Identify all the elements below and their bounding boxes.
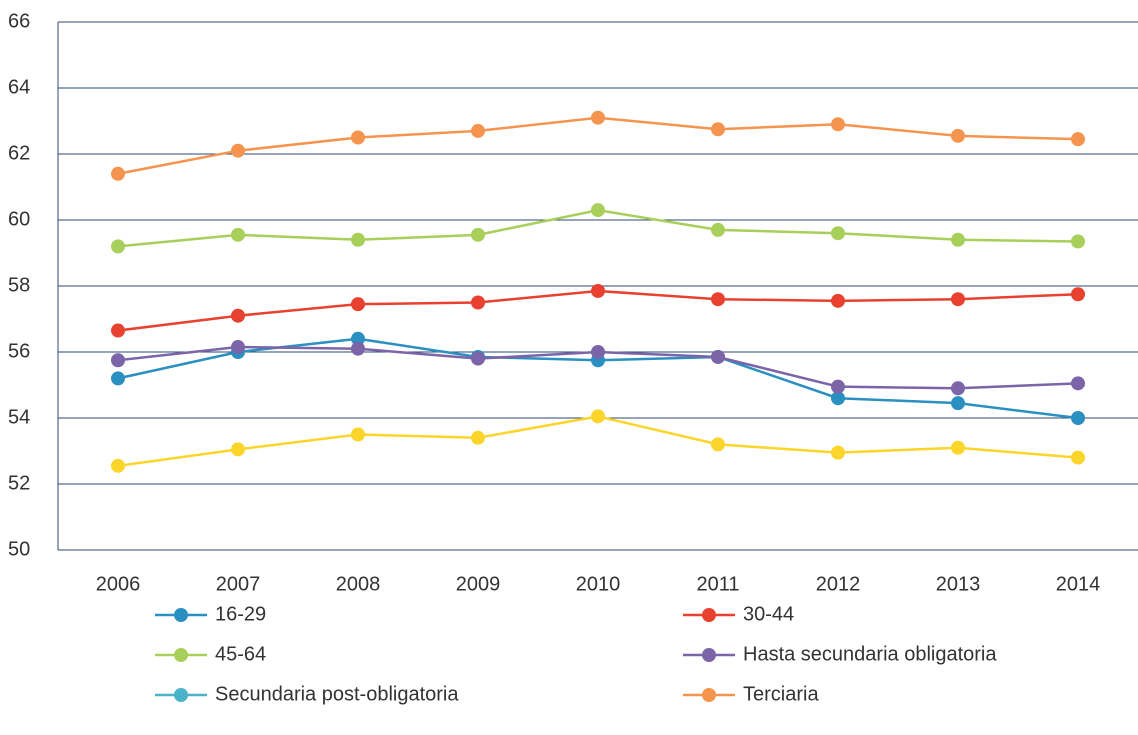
x-tick-label: 2014 xyxy=(1056,573,1101,595)
y-tick-label: 56 xyxy=(8,340,30,362)
point xyxy=(591,345,605,359)
point xyxy=(351,232,365,247)
y-tick-label: 52 xyxy=(8,472,30,494)
point xyxy=(471,430,485,445)
x-tick-label: 2010 xyxy=(576,573,621,595)
x-tick-label: 2012 xyxy=(816,573,861,595)
x-tick-label: 2009 xyxy=(456,573,501,595)
legend-marker xyxy=(174,688,188,702)
legend-marker xyxy=(702,648,716,662)
point xyxy=(711,222,725,237)
x-tick-label: 2007 xyxy=(216,573,261,595)
series-line xyxy=(117,415,1079,468)
point xyxy=(231,308,245,323)
x-tick-label: 2011 xyxy=(696,573,739,595)
point xyxy=(1071,234,1085,249)
point xyxy=(111,371,125,386)
point xyxy=(351,427,365,442)
point xyxy=(951,128,965,143)
series-line xyxy=(117,116,1079,176)
point xyxy=(111,458,125,473)
point xyxy=(231,340,245,355)
point xyxy=(1071,287,1085,302)
y-tick-label: 54 xyxy=(8,406,30,428)
point xyxy=(711,292,725,307)
point xyxy=(711,349,725,364)
point xyxy=(471,351,485,366)
legend-marker xyxy=(702,688,716,702)
legend-marker xyxy=(702,608,716,622)
point xyxy=(831,379,845,394)
point xyxy=(591,283,605,298)
point xyxy=(951,396,965,411)
legend-label: Secundaria post-obligatoria xyxy=(215,683,459,705)
point xyxy=(951,292,965,307)
point xyxy=(351,130,365,145)
y-tick-label: 58 xyxy=(8,274,30,296)
point xyxy=(711,122,725,137)
legend-label: Hasta secundaria obligatoria xyxy=(743,643,997,665)
point xyxy=(831,226,845,241)
legend-label: 16-29 xyxy=(215,603,266,625)
point xyxy=(831,293,845,308)
point xyxy=(471,295,485,310)
point xyxy=(951,440,965,455)
y-tick-label: 64 xyxy=(8,76,30,98)
point xyxy=(591,409,605,424)
x-tick-label: 2006 xyxy=(96,573,141,595)
point xyxy=(111,166,125,181)
point xyxy=(471,123,485,138)
point xyxy=(351,331,365,346)
point xyxy=(831,117,845,132)
point xyxy=(231,227,245,242)
point xyxy=(591,203,605,218)
y-tick-label: 60 xyxy=(8,208,30,230)
point xyxy=(591,110,605,125)
point xyxy=(1071,376,1085,391)
legend-label: Terciaria xyxy=(743,683,819,705)
point xyxy=(231,442,245,457)
point xyxy=(1071,450,1085,465)
point xyxy=(351,341,365,356)
point xyxy=(831,445,845,460)
point xyxy=(111,353,125,368)
point xyxy=(711,437,725,452)
point xyxy=(1071,411,1085,425)
y-tick-label: 66 xyxy=(8,10,30,32)
point xyxy=(951,381,965,396)
legend-marker xyxy=(174,648,188,662)
legend-label: 30-44 xyxy=(743,603,794,625)
point xyxy=(951,232,965,247)
point xyxy=(231,143,245,158)
point xyxy=(1071,132,1085,147)
point xyxy=(111,323,125,338)
y-tick-label: 62 xyxy=(8,142,30,164)
point xyxy=(111,239,125,254)
legend-label: 45-64 xyxy=(215,643,266,665)
x-tick-label: 2008 xyxy=(336,573,381,595)
x-tick-label: 2013 xyxy=(936,573,981,595)
point xyxy=(471,227,485,242)
legend-marker xyxy=(174,608,188,622)
point xyxy=(831,391,845,406)
y-tick-label: 50 xyxy=(8,538,30,560)
point xyxy=(351,297,365,312)
